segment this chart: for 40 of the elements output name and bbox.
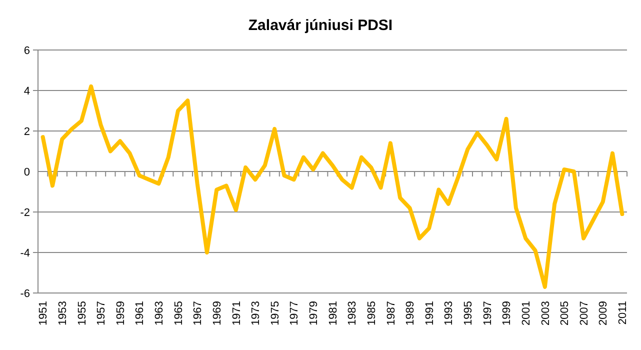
x-tick-label: 1997 bbox=[482, 301, 494, 326]
y-tick-label: -4 bbox=[20, 247, 30, 260]
x-tick-label: 1985 bbox=[366, 301, 378, 326]
x-tick-label: 1951 bbox=[38, 301, 50, 326]
x-tick-label: 1953 bbox=[56, 301, 69, 326]
x-tick-label: 1959 bbox=[114, 301, 127, 326]
x-tick-label: 1977 bbox=[288, 301, 301, 326]
x-tick-label: 1979 bbox=[308, 301, 320, 326]
x-tick-label: 2009 bbox=[598, 301, 610, 326]
line-series bbox=[40, 84, 624, 289]
x-tick-label: 1969 bbox=[211, 301, 224, 326]
x-tick-label: 1981 bbox=[327, 301, 340, 326]
x-tick-label: 1989 bbox=[404, 301, 417, 326]
x-tick-label: 1995 bbox=[462, 301, 475, 326]
x-tick-label: 2003 bbox=[540, 301, 552, 326]
x-tick-label: 1955 bbox=[76, 301, 88, 326]
y-tick-label: 4 bbox=[24, 85, 30, 98]
x-tick-label: 1993 bbox=[443, 301, 456, 326]
x-tick-label: 1965 bbox=[172, 301, 185, 326]
x-tick-label: 1987 bbox=[385, 301, 398, 326]
y-tick-label: -2 bbox=[20, 206, 30, 219]
chart-title: Zalavár júniusi PDSI bbox=[248, 17, 393, 34]
x-tick-label: 1971 bbox=[230, 301, 243, 326]
x-tick-label: 2005 bbox=[559, 301, 572, 326]
y-tick-label: -6 bbox=[20, 288, 30, 300]
x-tick-label: 1991 bbox=[424, 301, 436, 326]
y-tick-label: 0 bbox=[24, 166, 30, 178]
x-tick-label: 1973 bbox=[250, 301, 262, 326]
y-tick-label: 6 bbox=[24, 44, 30, 57]
y-tick-label: 2 bbox=[24, 126, 30, 138]
x-tick-label: 1957 bbox=[96, 301, 108, 326]
x-tick-label: 1967 bbox=[192, 301, 204, 326]
x-tick-label: 2011 bbox=[617, 301, 630, 325]
x-tick-label: 1999 bbox=[501, 301, 514, 326]
x-tick-label: 2007 bbox=[578, 301, 590, 326]
x-tick-label: 1983 bbox=[346, 301, 359, 326]
x-tick-label: 2001 bbox=[520, 301, 532, 326]
x-tick-label: 1975 bbox=[269, 301, 282, 326]
x-tick-label: 1963 bbox=[154, 301, 166, 326]
x-tick-label: 1961 bbox=[134, 301, 146, 326]
